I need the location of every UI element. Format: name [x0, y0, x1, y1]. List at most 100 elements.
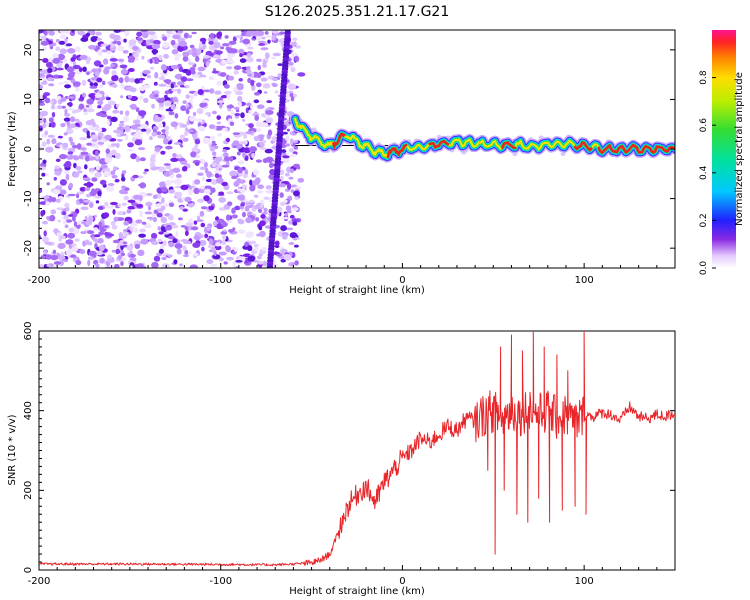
- noise-blob: [68, 214, 73, 217]
- noise-blob: [202, 137, 211, 144]
- noise-blob: [127, 229, 131, 233]
- noise-blob: [279, 169, 285, 176]
- noise-blob: [212, 54, 221, 59]
- noise-blob: [205, 112, 210, 116]
- noise-blob: [139, 228, 147, 233]
- noise-blob: [282, 216, 290, 220]
- noise-blob: [172, 238, 178, 244]
- noise-blob: [63, 117, 71, 122]
- noise-blob: [227, 52, 236, 58]
- noise-blob: [247, 255, 256, 262]
- noise-blob: [171, 49, 179, 55]
- noise-blob: [91, 177, 98, 182]
- noise-blob: [93, 227, 99, 231]
- noise-blob: [174, 74, 182, 80]
- noise-blob: [229, 156, 234, 162]
- noise-blob: [182, 55, 189, 62]
- noise-blob: [221, 164, 230, 168]
- noise-blob: [73, 61, 77, 67]
- noise-blob: [245, 201, 250, 206]
- noise-blob: [136, 115, 142, 121]
- noise-blob: [43, 117, 47, 124]
- noise-blob: [280, 201, 286, 206]
- noise-blob: [67, 72, 75, 79]
- noise-blob: [132, 227, 139, 233]
- noise-blob: [191, 31, 197, 35]
- noise-blob: [179, 206, 185, 211]
- noise-blob: [292, 37, 298, 41]
- noise-blob: [88, 45, 97, 50]
- noise-blob: [201, 246, 205, 252]
- spectrogram-x-tick-label: 0: [399, 275, 405, 286]
- noise-blob: [144, 211, 153, 215]
- noise-blob: [124, 125, 131, 132]
- noise-blob: [88, 93, 97, 99]
- noise-blob: [261, 212, 268, 215]
- noise-blob: [68, 155, 74, 159]
- noise-blob: [200, 222, 206, 228]
- noise-blob: [193, 235, 202, 241]
- noise-blob: [40, 110, 49, 117]
- noise-blob: [63, 169, 70, 175]
- noise-blob: [170, 104, 176, 110]
- noise-blob: [196, 118, 203, 124]
- noise-blob: [153, 209, 159, 215]
- noise-blob: [240, 112, 245, 119]
- noise-blob: [151, 131, 158, 137]
- noise-blob: [138, 95, 144, 101]
- noise-blob: [232, 36, 237, 42]
- noise-blob: [280, 225, 287, 232]
- noise-blob: [84, 239, 90, 246]
- noise-blob: [172, 34, 181, 40]
- noise-blob: [134, 240, 139, 246]
- noise-blob: [282, 157, 290, 163]
- noise-blob: [180, 84, 185, 88]
- noise-blob: [119, 64, 128, 69]
- noise-blob: [98, 139, 106, 143]
- noise-blob: [267, 39, 271, 44]
- noise-blob: [177, 45, 185, 52]
- noise-blob: [173, 53, 182, 58]
- noise-blob: [281, 234, 288, 240]
- noise-blob: [262, 158, 268, 164]
- noise-blob: [127, 94, 132, 99]
- noise-blob: [124, 30, 130, 37]
- noise-blob: [55, 158, 61, 162]
- noise-blob: [39, 145, 44, 151]
- noise-blob: [50, 254, 59, 261]
- noise-blob: [152, 129, 157, 133]
- noise-blob: [163, 163, 171, 166]
- noise-blob: [156, 212, 163, 218]
- noise-blob: [78, 67, 83, 73]
- noise-blob: [199, 239, 207, 246]
- noise-blob: [61, 105, 66, 109]
- noise-blob: [185, 94, 190, 99]
- snr-frame: [38, 330, 676, 571]
- noise-blob: [253, 205, 261, 210]
- noise-blob: [173, 259, 178, 265]
- noise-blob: [285, 172, 290, 177]
- noise-blob: [201, 206, 208, 210]
- noise-blob: [115, 142, 120, 149]
- noise-blob: [149, 161, 156, 168]
- noise-blob: [246, 52, 252, 58]
- noise-blob: [70, 141, 75, 146]
- noise-blob: [248, 199, 255, 203]
- noise-blob: [247, 30, 255, 33]
- snr-x-axis: -200 -100 0 100: [28, 565, 676, 587]
- noise-blob: [208, 76, 215, 81]
- noise-blob: [203, 161, 208, 168]
- noise-blob: [183, 32, 189, 39]
- noise-blob: [154, 114, 159, 118]
- noise-blob: [169, 97, 174, 102]
- spectrogram-x-tick-label: 100: [575, 275, 594, 286]
- noise-blob: [44, 30, 48, 36]
- noise-blob: [236, 84, 244, 91]
- noise-blob: [182, 51, 190, 57]
- noise-blob: [173, 101, 180, 105]
- noise-blob: [146, 39, 150, 46]
- noise-blob: [234, 205, 241, 211]
- noise-blob: [212, 151, 217, 156]
- noise-blob: [158, 231, 164, 235]
